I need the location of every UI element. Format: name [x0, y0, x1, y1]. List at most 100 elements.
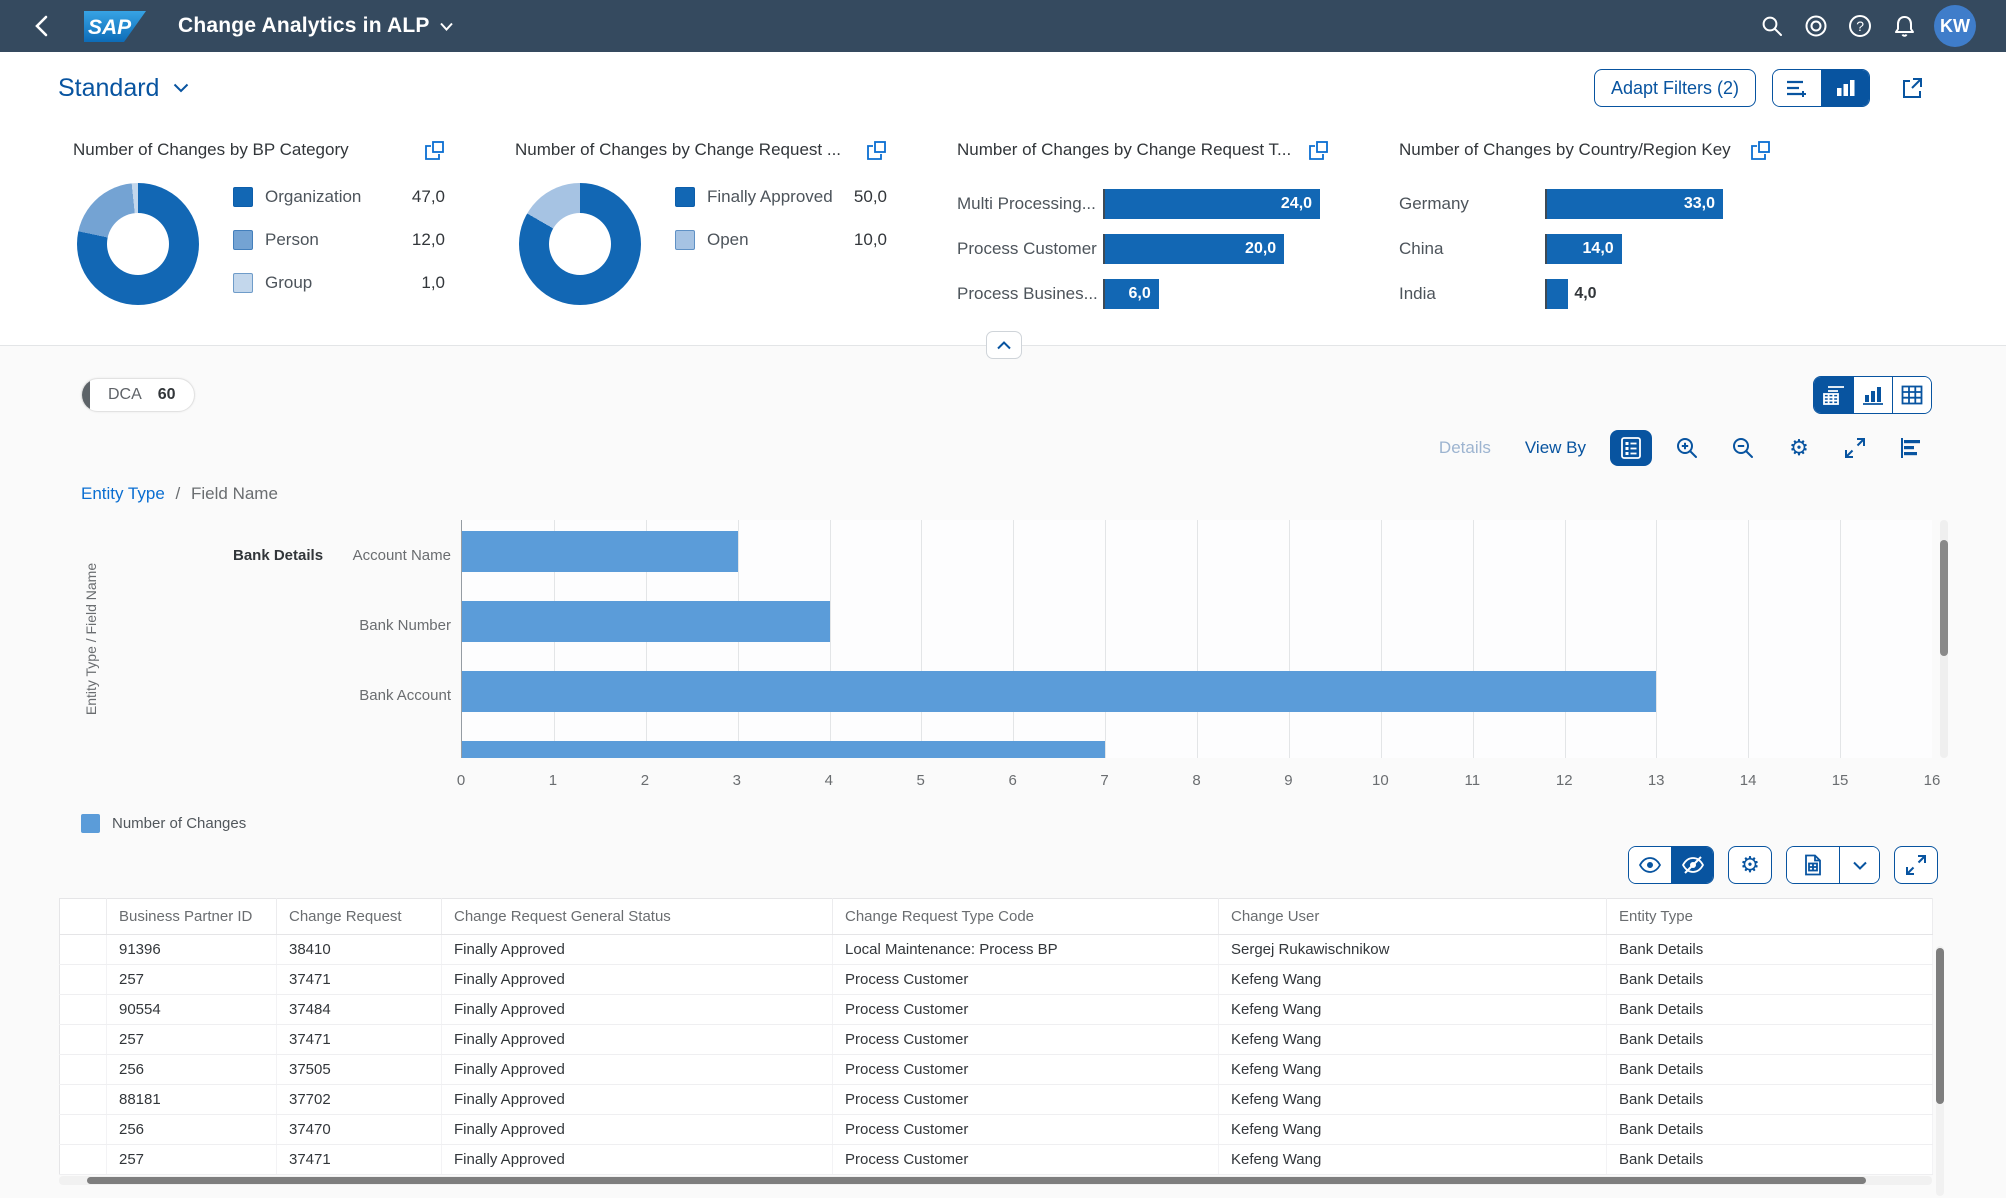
- row-selector-cell[interactable]: [59, 1024, 107, 1055]
- variant-selector[interactable]: Standard: [58, 74, 189, 103]
- zoom-in-icon[interactable]: [1666, 430, 1708, 466]
- table-cell[interactable]: Process Customer: [832, 1084, 1219, 1115]
- table-cell[interactable]: 38410: [276, 934, 442, 965]
- legend-toggle-button[interactable]: [1610, 430, 1652, 466]
- column-header[interactable]: Change User: [1218, 898, 1607, 935]
- chart-bar[interactable]: [462, 671, 1657, 712]
- table-cell[interactable]: 257: [106, 1144, 277, 1175]
- table-cell[interactable]: Finally Approved: [441, 1054, 833, 1085]
- table-cell[interactable]: Process Customer: [832, 994, 1219, 1025]
- table-cell[interactable]: Finally Approved: [441, 1144, 833, 1175]
- open-in-new-copy-icon[interactable]: [424, 140, 445, 161]
- table-cell[interactable]: 256: [106, 1114, 277, 1145]
- copilot-icon[interactable]: [1794, 4, 1838, 48]
- table-cell[interactable]: Process Customer: [832, 1024, 1219, 1055]
- table-cell[interactable]: Bank Details: [1606, 1114, 1933, 1145]
- kpi-card[interactable]: Number of Changes by Country/Region Key G…: [1399, 140, 1771, 345]
- table-cell[interactable]: Bank Details: [1606, 934, 1933, 965]
- table-row[interactable]: 88181 37702 Finally Approved Process Custom…: [59, 1084, 1933, 1115]
- collapse-header-button[interactable]: [986, 331, 1022, 359]
- table-cell[interactable]: Kefeng Wang: [1218, 1114, 1607, 1145]
- chart-scrollbar-thumb[interactable]: [1940, 540, 1948, 656]
- table-row[interactable]: 256 37470 Finally Approved Process Customer…: [59, 1114, 1933, 1145]
- table-cell[interactable]: Kefeng Wang: [1218, 1144, 1607, 1175]
- avatar[interactable]: KW: [1934, 5, 1976, 47]
- table-cell[interactable]: Kefeng Wang: [1218, 994, 1607, 1025]
- table-cell[interactable]: Bank Details: [1606, 964, 1933, 995]
- table-cell[interactable]: Bank Details: [1606, 1024, 1933, 1055]
- chart-bar-partial[interactable]: [462, 741, 1106, 758]
- column-header[interactable]: Change Request General Status: [441, 898, 833, 935]
- table-horizontal-scrollbar[interactable]: [59, 1176, 1932, 1185]
- open-in-new-copy-icon[interactable]: [1750, 140, 1771, 161]
- search-icon[interactable]: [1750, 4, 1794, 48]
- table-cell[interactable]: Bank Details: [1606, 994, 1933, 1025]
- table-cell[interactable]: Process Customer: [832, 964, 1219, 995]
- column-header[interactable]: Entity Type: [1606, 898, 1933, 935]
- filter-rows-view-button[interactable]: [1773, 70, 1821, 106]
- table-cell[interactable]: Finally Approved: [441, 1024, 833, 1055]
- row-selector-cell[interactable]: [59, 1084, 107, 1115]
- table-cell[interactable]: 257: [106, 964, 277, 995]
- table-cell[interactable]: 88181: [106, 1084, 277, 1115]
- column-header[interactable]: Change Request: [276, 898, 442, 935]
- zoom-out-icon[interactable]: [1722, 430, 1764, 466]
- row-selector-cell[interactable]: [59, 1114, 107, 1145]
- share-icon[interactable]: [1892, 68, 1932, 108]
- notifications-bell-icon[interactable]: [1882, 4, 1926, 48]
- row-selector-header[interactable]: [59, 898, 107, 935]
- table-cell[interactable]: Bank Details: [1606, 1054, 1933, 1085]
- table-cell[interactable]: Kefeng Wang: [1218, 1024, 1607, 1055]
- table-cell[interactable]: Finally Approved: [441, 934, 833, 965]
- chart-only-view-button[interactable]: [1853, 377, 1892, 413]
- row-selector-cell[interactable]: [59, 1054, 107, 1085]
- table-cell[interactable]: Kefeng Wang: [1218, 964, 1607, 995]
- table-settings-gear-icon[interactable]: ⚙: [1728, 846, 1772, 884]
- table-cell[interactable]: Kefeng Wang: [1218, 1084, 1607, 1115]
- table-cell[interactable]: Finally Approved: [441, 1114, 833, 1145]
- table-cell[interactable]: Process Customer: [832, 1144, 1219, 1175]
- chart-type-horizontal-bar-icon[interactable]: [1890, 430, 1932, 466]
- table-cell[interactable]: 37484: [276, 994, 442, 1025]
- table-cell[interactable]: Process Customer: [832, 1054, 1219, 1085]
- adapt-filters-button[interactable]: Adapt Filters (2): [1593, 69, 1756, 107]
- h-scrollbar-thumb[interactable]: [87, 1177, 1867, 1184]
- dca-filter-chip[interactable]: DCA 60: [81, 378, 195, 412]
- table-cell[interactable]: Kefeng Wang: [1218, 1054, 1607, 1085]
- table-cell[interactable]: Finally Approved: [441, 964, 833, 995]
- chart-fullscreen-icon[interactable]: [1834, 430, 1876, 466]
- table-cell[interactable]: 37505: [276, 1054, 442, 1085]
- chart-view-toggle-button[interactable]: [1821, 70, 1869, 106]
- column-header[interactable]: Business Partner ID: [106, 898, 277, 935]
- table-cell[interactable]: Finally Approved: [441, 994, 833, 1025]
- v-scrollbar-thumb[interactable]: [1936, 948, 1944, 1104]
- table-cell[interactable]: 257: [106, 1024, 277, 1055]
- breadcrumb-entity-type-link[interactable]: Entity Type: [81, 484, 165, 503]
- chart-bar[interactable]: [462, 601, 830, 642]
- details-button[interactable]: Details: [1429, 438, 1501, 458]
- table-row[interactable]: 257 37471 Finally Approved Process Customer…: [59, 1024, 1933, 1055]
- table-row[interactable]: 257 37471 Finally Approved Process Customer…: [59, 964, 1933, 995]
- table-fullscreen-icon[interactable]: [1894, 846, 1938, 884]
- open-in-new-copy-icon[interactable]: [1308, 140, 1329, 161]
- kpi-card[interactable]: Number of Changes by Change Request ... F…: [515, 140, 887, 345]
- table-cell[interactable]: Sergej Rukawischnikow: [1218, 934, 1607, 965]
- row-selector-cell[interactable]: [59, 934, 107, 965]
- chart-settings-gear-icon[interactable]: ⚙: [1778, 430, 1820, 466]
- table-cell[interactable]: 37471: [276, 964, 442, 995]
- table-cell[interactable]: 37471: [276, 1024, 442, 1055]
- table-row[interactable]: 90554 37484 Finally Approved Process Custom…: [59, 994, 1933, 1025]
- table-cell[interactable]: 37471: [276, 1144, 442, 1175]
- table-row[interactable]: 256 37505 Finally Approved Process Customer…: [59, 1054, 1933, 1085]
- table-vertical-scrollbar[interactable]: [1936, 946, 1944, 1196]
- view-by-button[interactable]: View By: [1515, 438, 1596, 458]
- table-row[interactable]: 257 37471 Finally Approved Process Customer…: [59, 1144, 1933, 1175]
- hybrid-view-button[interactable]: [1814, 377, 1853, 413]
- table-cell[interactable]: Bank Details: [1606, 1144, 1933, 1175]
- row-selector-cell[interactable]: [59, 994, 107, 1025]
- table-row[interactable]: 91396 38410 Finally Approved Local Maintena…: [59, 934, 1933, 965]
- export-spreadsheet-icon[interactable]: [1787, 847, 1839, 883]
- hide-details-eye-off-icon[interactable]: [1671, 847, 1713, 883]
- app-title-menu[interactable]: Change Analytics in ALP: [178, 14, 453, 38]
- table-cell[interactable]: Local Maintenance: Process BP: [832, 934, 1219, 965]
